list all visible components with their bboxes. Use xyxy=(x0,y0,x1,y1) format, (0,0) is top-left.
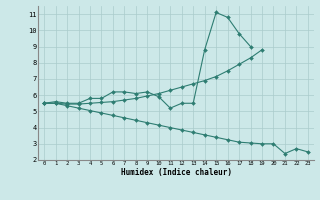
X-axis label: Humidex (Indice chaleur): Humidex (Indice chaleur) xyxy=(121,168,231,177)
